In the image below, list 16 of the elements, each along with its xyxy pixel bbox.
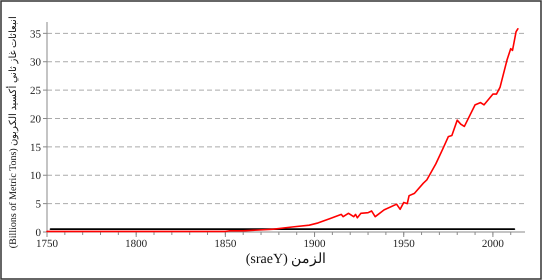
y-tick-label: 10: [30, 170, 42, 182]
y-tick-label: 15: [30, 142, 42, 154]
y-tick-label: 0: [36, 227, 42, 239]
x-tick-label: 2000: [482, 238, 504, 250]
x-tick-label: 1900: [304, 238, 326, 250]
y-axis-title: انبعاثات غاز ثاني أكسيد الكربون (Billions of Metric Tons): [6, 16, 19, 248]
y-tick-label: 25: [30, 85, 42, 98]
y-tick-label: 35: [30, 28, 42, 40]
y-tick-label: 5: [36, 198, 42, 211]
y-tick-label: 30: [30, 56, 42, 69]
x-tick-label: 1950: [392, 238, 416, 250]
y-tick-label: 20: [30, 113, 42, 126]
x-tick-label: 1850: [214, 238, 237, 250]
x-axis-title: الزمن (sraeY): [246, 252, 326, 267]
x-tick-label: 1750: [36, 238, 58, 250]
x-tick-label: 1800: [125, 238, 148, 250]
